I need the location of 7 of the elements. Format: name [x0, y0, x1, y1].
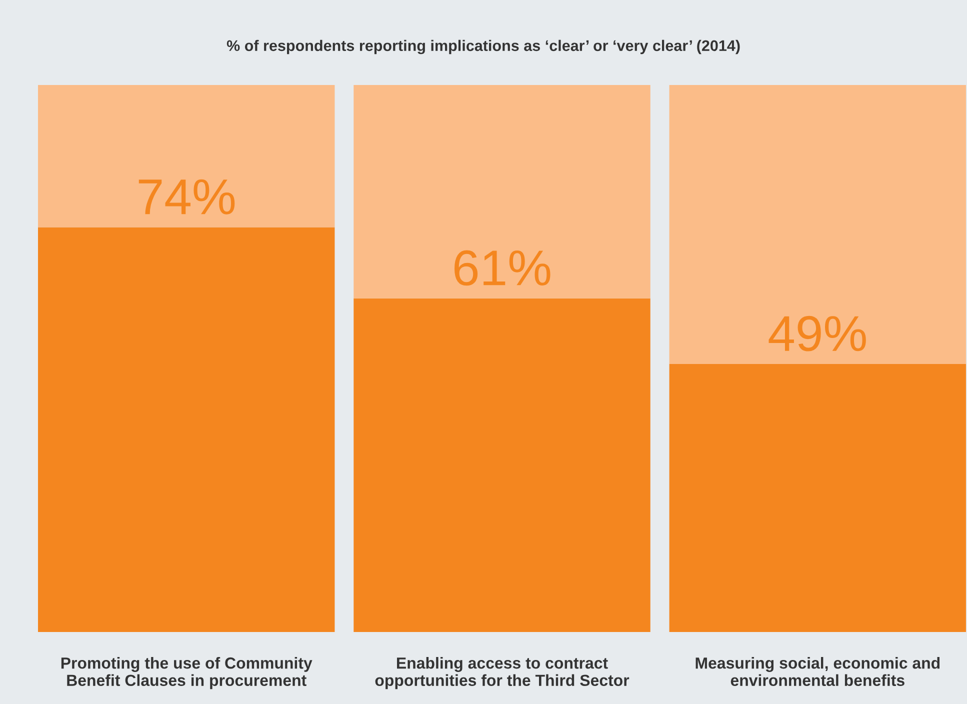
- data-label: 74%: [138, 179, 235, 214]
- x-tick-label: Measuring social, economic and environmental benefits: [696, 657, 940, 686]
- data-label: 49%: [768, 316, 866, 352]
- x-tick-label: Promoting the use of Community Benefit Clauses in procurement: [61, 657, 312, 690]
- data-label: 61%: [454, 250, 550, 286]
- x-tick-label: Enabling access to contract opportunities for the Third Sector: [375, 657, 630, 690]
- chart-title: % of respondents reporting implications as ‘clear’ or ‘very clear’ (2014): [226, 40, 740, 54]
